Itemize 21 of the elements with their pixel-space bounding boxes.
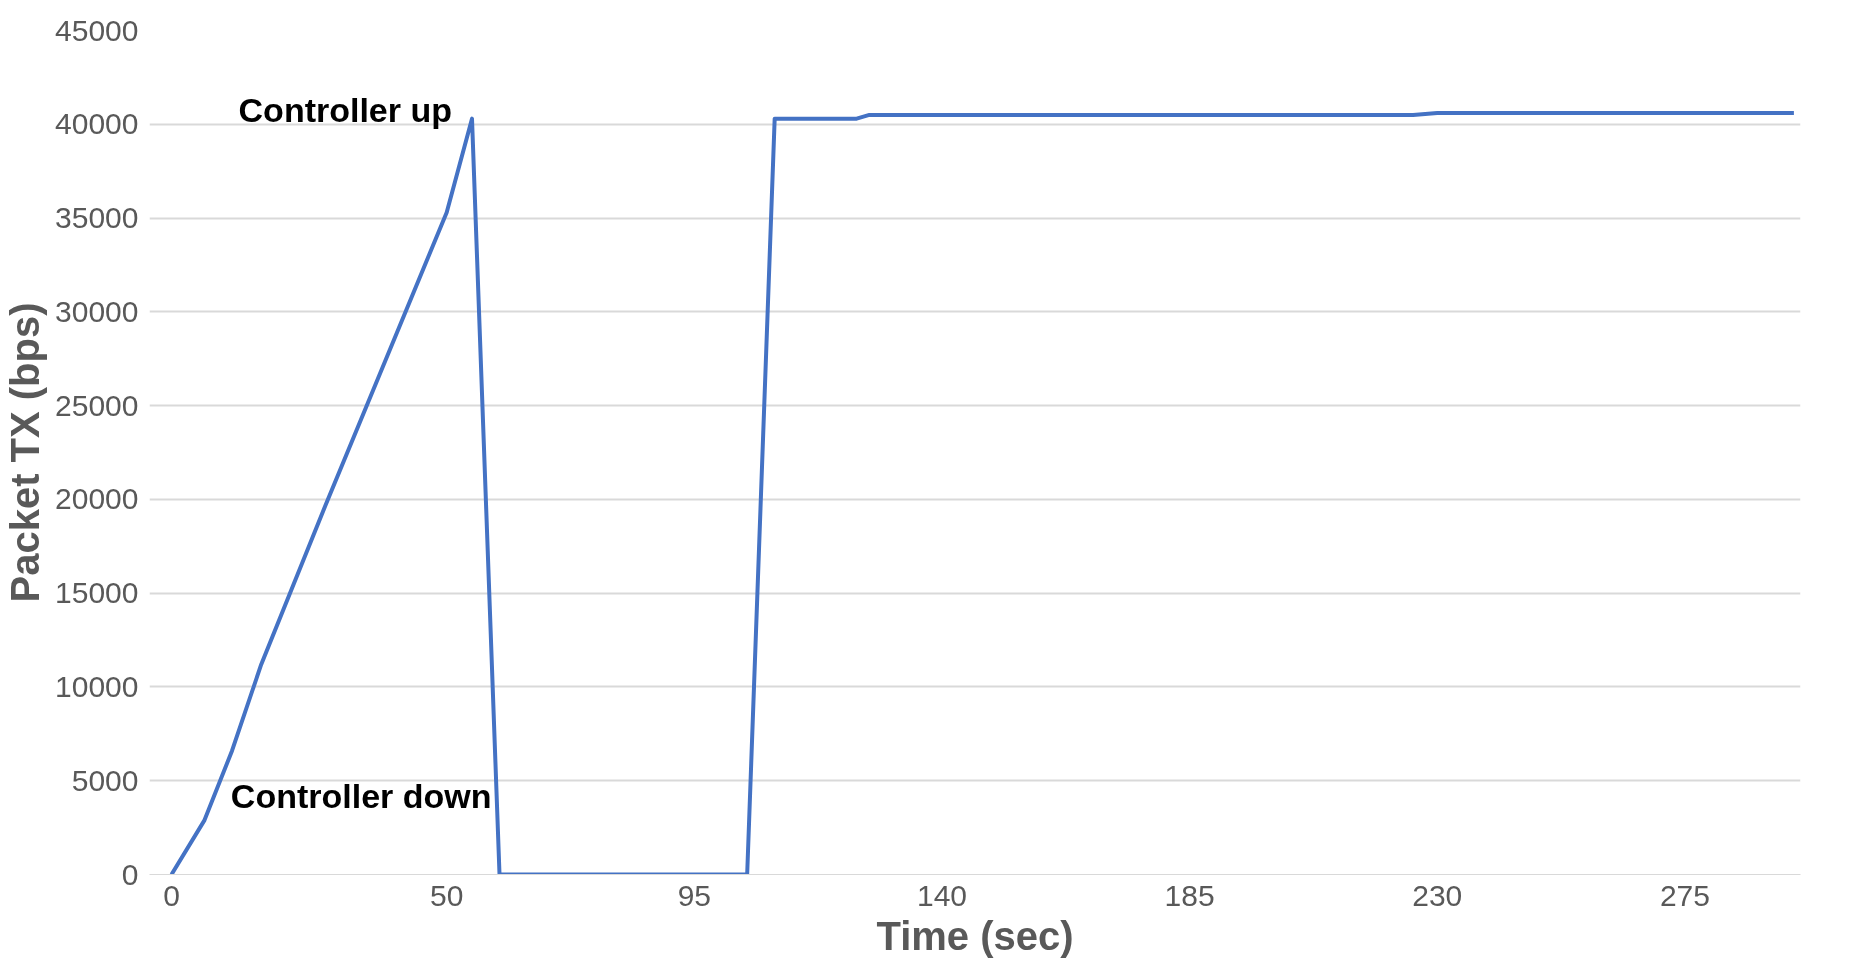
x-tick-label: 0 <box>163 878 180 912</box>
annotation: Controller down <box>230 776 492 815</box>
y-tick-label: 45000 <box>55 13 139 47</box>
y-tick-label: 10000 <box>55 669 139 703</box>
annotation: Controller up <box>238 90 452 129</box>
y-tick-label: 35000 <box>55 201 139 235</box>
y-tick-label: 25000 <box>55 388 139 422</box>
x-axis-title: Time (sec) <box>876 913 1074 958</box>
x-tick-label: 185 <box>1164 878 1215 912</box>
y-axis-title: Packet TX (bps) <box>3 302 48 603</box>
y-tick-label: 30000 <box>55 294 139 328</box>
x-tick-label: 95 <box>677 878 712 912</box>
y-tick-label: 40000 <box>55 107 139 141</box>
x-tick-label: 50 <box>430 878 464 912</box>
y-tick-label: 5000 <box>71 763 139 797</box>
y-tick-label: 20000 <box>55 482 139 516</box>
y-tick-label: 15000 <box>55 576 139 610</box>
x-tick-label: 230 <box>1412 878 1463 912</box>
x-tick-label: 275 <box>1659 878 1710 912</box>
x-tick-label: 140 <box>916 878 968 912</box>
y-tick-label: 0 <box>121 857 139 891</box>
